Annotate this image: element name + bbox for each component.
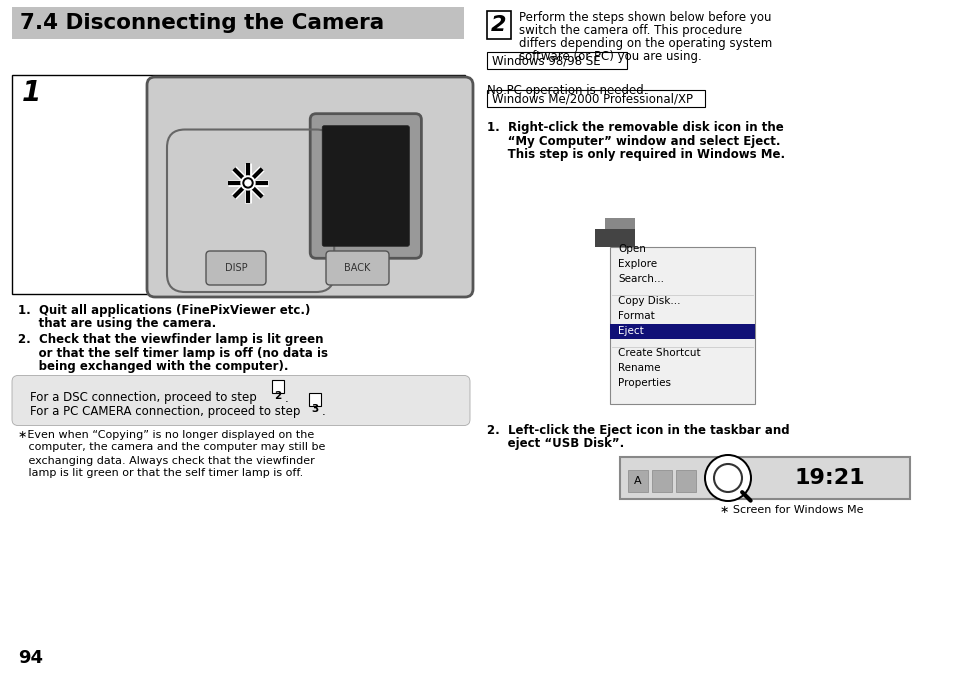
Bar xyxy=(309,393,320,406)
Text: 19:21: 19:21 xyxy=(794,468,864,488)
Text: BACK: BACK xyxy=(343,263,370,273)
Text: For a DSC connection, proceed to step: For a DSC connection, proceed to step xyxy=(30,392,260,405)
Text: 7.4 Disconnecting the Camera: 7.4 Disconnecting the Camera xyxy=(20,13,384,33)
Bar xyxy=(676,470,696,492)
Text: .: . xyxy=(285,392,289,405)
Circle shape xyxy=(703,454,751,502)
Text: .: . xyxy=(322,405,325,418)
Text: that are using the camera.: that are using the camera. xyxy=(18,317,216,330)
Text: eject “USB Disk”.: eject “USB Disk”. xyxy=(486,438,623,451)
Text: Search...: Search... xyxy=(618,274,663,284)
Text: Explore: Explore xyxy=(618,259,657,269)
Circle shape xyxy=(241,176,254,190)
Text: software (or PC) you are using.: software (or PC) you are using. xyxy=(518,50,701,63)
FancyBboxPatch shape xyxy=(147,77,473,297)
Text: 1.  Quit all applications (FinePixViewer etc.): 1. Quit all applications (FinePixViewer … xyxy=(18,304,310,317)
Text: Create Shortcut: Create Shortcut xyxy=(618,348,700,358)
Text: A: A xyxy=(634,476,641,486)
Bar xyxy=(486,11,511,39)
Text: exchanging data. Always check that the viewfinder: exchanging data. Always check that the v… xyxy=(18,455,314,466)
Bar xyxy=(619,457,909,499)
Circle shape xyxy=(243,178,253,188)
Text: For a PC CAMERA connection, proceed to step: For a PC CAMERA connection, proceed to s… xyxy=(30,405,304,418)
FancyBboxPatch shape xyxy=(206,251,266,285)
Bar xyxy=(486,52,626,69)
Text: 2.  Check that the viewfinder lamp is lit green: 2. Check that the viewfinder lamp is lit… xyxy=(18,333,323,346)
Text: 2.  Left-click the Eject icon in the taskbar and: 2. Left-click the Eject icon in the task… xyxy=(486,424,789,437)
Text: Format: Format xyxy=(618,311,654,321)
Text: No PC operation is needed.: No PC operation is needed. xyxy=(486,84,647,97)
Text: lamp is lit green or that the self timer lamp is off.: lamp is lit green or that the self timer… xyxy=(18,469,303,479)
Bar xyxy=(486,90,704,107)
FancyBboxPatch shape xyxy=(326,251,389,285)
FancyBboxPatch shape xyxy=(12,376,470,425)
Text: or that the self timer lamp is off (no data is: or that the self timer lamp is off (no d… xyxy=(18,346,328,359)
Text: switch the camera off. This procedure: switch the camera off. This procedure xyxy=(518,24,741,37)
Text: DISP: DISP xyxy=(225,263,247,273)
Text: 2: 2 xyxy=(274,391,281,401)
Bar xyxy=(627,470,647,492)
Text: 1.  Right-click the removable disk icon in the: 1. Right-click the removable disk icon i… xyxy=(486,121,783,134)
Text: differs depending on the operating system: differs depending on the operating syste… xyxy=(518,37,771,50)
Text: Properties: Properties xyxy=(618,378,670,388)
Text: This step is only required in Windows Me.: This step is only required in Windows Me… xyxy=(486,148,784,161)
Bar xyxy=(12,7,463,39)
Text: 94: 94 xyxy=(18,649,43,667)
Text: 2: 2 xyxy=(491,15,506,35)
Text: 1: 1 xyxy=(22,79,41,107)
Bar xyxy=(609,247,754,404)
Text: ∗Even when “Copying” is no longer displayed on the: ∗Even when “Copying” is no longer displa… xyxy=(18,429,314,440)
Bar xyxy=(595,229,635,247)
Text: Open: Open xyxy=(618,244,645,254)
Bar xyxy=(609,324,754,339)
Text: Eject: Eject xyxy=(618,326,643,336)
Circle shape xyxy=(705,456,749,500)
Bar xyxy=(651,470,671,492)
Text: Rename: Rename xyxy=(618,363,659,373)
Text: Copy Disk...: Copy Disk... xyxy=(618,296,679,306)
Bar xyxy=(12,75,464,294)
Text: 3: 3 xyxy=(311,405,318,414)
Text: Windows Me/2000 Professional/XP: Windows Me/2000 Professional/XP xyxy=(492,92,692,105)
Bar xyxy=(272,379,284,392)
Text: “My Computer” window and select Eject.: “My Computer” window and select Eject. xyxy=(486,135,780,148)
Text: Windows 98/98 SE: Windows 98/98 SE xyxy=(492,54,600,67)
FancyBboxPatch shape xyxy=(310,113,421,258)
Text: being exchanged with the computer).: being exchanged with the computer). xyxy=(18,360,288,373)
Text: Perform the steps shown below before you: Perform the steps shown below before you xyxy=(518,11,771,24)
Text: ∗ Screen for Windows Me: ∗ Screen for Windows Me xyxy=(720,505,862,515)
Bar xyxy=(604,218,635,232)
FancyBboxPatch shape xyxy=(322,126,409,246)
Text: computer, the camera and the computer may still be: computer, the camera and the computer ma… xyxy=(18,442,325,453)
Circle shape xyxy=(245,180,251,186)
